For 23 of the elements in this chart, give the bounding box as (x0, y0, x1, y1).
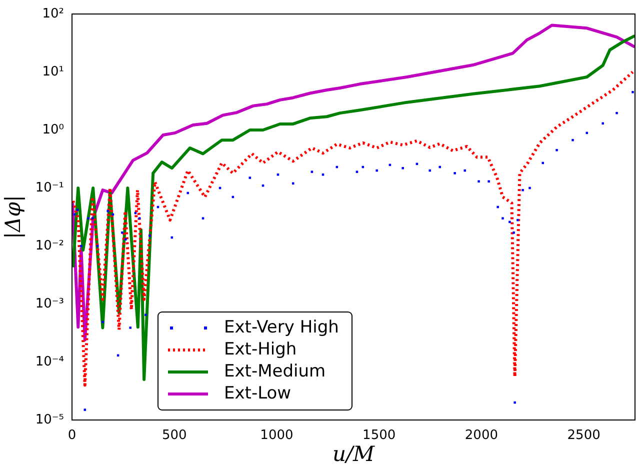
y-tick-label: 10⁻¹ (35, 180, 64, 196)
y-tick-label: 10⁻² (35, 238, 64, 254)
y-tick-label: 10¹ (42, 64, 64, 80)
legend-label: Ext-Low (224, 383, 292, 404)
y-tick-label: 10⁻³ (35, 296, 64, 312)
y-tick-label: 10⁻⁵ (35, 412, 64, 428)
x-tick-label: 2500 (567, 428, 600, 444)
x-axis-title: u/M (332, 442, 376, 466)
x-tick-label: 2000 (464, 428, 498, 444)
legend-label: Ext-Medium (224, 361, 326, 382)
point (542, 162, 544, 164)
legend-label: Ext-High (224, 339, 297, 360)
y-tick-label: 10² (42, 6, 64, 22)
x-tick-label: 1500 (362, 428, 396, 444)
x-tick-label: 500 (162, 428, 187, 444)
legend-label: Ext-Very High (224, 317, 339, 338)
x-tick-label: 0 (68, 428, 76, 444)
x-tick-label: 1000 (260, 428, 294, 444)
point (464, 169, 466, 172)
y-axis-title: |Δφ| (1, 194, 26, 240)
point (186, 192, 190, 194)
y-tick-label: 10⁰ (42, 122, 64, 138)
y-tick-label: 10⁻⁴ (35, 354, 64, 370)
